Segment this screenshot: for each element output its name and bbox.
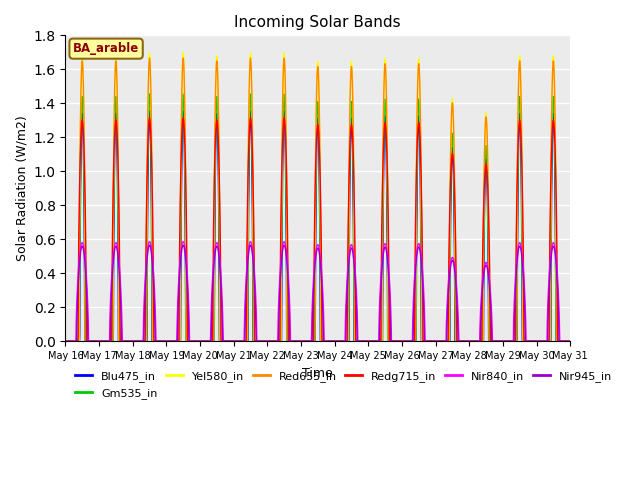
Nir945_in	[367, 338, 374, 344]
Red655_in	[203, 338, 211, 344]
Nir840_in	[146, 239, 154, 245]
Nir945_in	[376, 328, 383, 334]
Nir945_in	[203, 338, 211, 344]
Nir945_in	[170, 338, 177, 344]
Red655_in	[170, 338, 177, 344]
Nir840_in	[376, 302, 383, 308]
Gm535_in	[367, 338, 374, 344]
Nir945_in	[566, 338, 573, 344]
Line: Yel580_in: Yel580_in	[65, 53, 570, 341]
Line: Gm535_in: Gm535_in	[65, 94, 570, 341]
Red655_in	[566, 338, 573, 344]
Blu475_in	[518, 338, 526, 344]
Redg715_in	[203, 338, 211, 344]
Redg715_in	[367, 338, 374, 344]
Line: Redg715_in: Redg715_in	[65, 118, 570, 341]
Red655_in	[367, 338, 374, 344]
Red655_in	[61, 338, 69, 344]
Legend: Blu475_in, Gm535_in, Yel580_in, Red655_in, Redg715_in, Nir840_in, Nir945_in: Blu475_in, Gm535_in, Yel580_in, Red655_i…	[71, 367, 616, 403]
Gm535_in	[61, 338, 69, 344]
Redg715_in	[170, 338, 177, 344]
Yel580_in	[170, 338, 177, 344]
Line: Blu475_in: Blu475_in	[65, 111, 570, 341]
Nir945_in	[146, 242, 154, 248]
Line: Red655_in: Red655_in	[65, 58, 570, 341]
Redg715_in	[376, 338, 383, 344]
Gm535_in	[566, 338, 573, 344]
Text: BA_arable: BA_arable	[73, 42, 140, 55]
Nir840_in	[367, 338, 374, 344]
Line: Nir840_in: Nir840_in	[65, 242, 570, 341]
Y-axis label: Solar Radiation (W/m2): Solar Radiation (W/m2)	[15, 115, 28, 261]
Yel580_in	[518, 224, 526, 229]
Yel580_in	[203, 338, 211, 344]
Yel580_in	[367, 338, 374, 344]
Nir840_in	[566, 338, 573, 344]
Yel580_in	[566, 338, 573, 344]
Title: Incoming Solar Bands: Incoming Solar Bands	[234, 15, 401, 30]
Gm535_in	[376, 338, 383, 344]
Red655_in	[376, 338, 383, 344]
Yel580_in	[566, 338, 574, 344]
Blu475_in	[61, 338, 69, 344]
Nir840_in	[518, 253, 526, 259]
Nir840_in	[203, 338, 211, 344]
Line: Nir945_in: Nir945_in	[65, 245, 570, 341]
Nir840_in	[61, 338, 69, 344]
Redg715_in	[146, 115, 154, 121]
Blu475_in	[146, 108, 154, 114]
Red655_in	[566, 338, 574, 344]
Nir945_in	[518, 259, 526, 265]
Blu475_in	[566, 338, 573, 344]
Gm535_in	[203, 338, 211, 344]
Yel580_in	[376, 338, 383, 344]
Blu475_in	[170, 338, 177, 344]
Blu475_in	[367, 338, 374, 344]
Redg715_in	[518, 184, 526, 190]
Nir840_in	[170, 338, 177, 344]
Gm535_in	[146, 91, 154, 97]
Redg715_in	[566, 338, 574, 344]
Gm535_in	[170, 338, 177, 344]
X-axis label: Time: Time	[303, 367, 333, 380]
Blu475_in	[376, 338, 383, 344]
Nir840_in	[566, 338, 574, 344]
Nir945_in	[61, 338, 69, 344]
Gm535_in	[566, 338, 574, 344]
Redg715_in	[566, 338, 573, 344]
Blu475_in	[566, 338, 574, 344]
Red655_in	[518, 195, 526, 201]
Yel580_in	[146, 50, 154, 56]
Nir945_in	[566, 338, 574, 344]
Redg715_in	[61, 338, 69, 344]
Red655_in	[146, 55, 154, 61]
Yel580_in	[61, 338, 69, 344]
Blu475_in	[203, 338, 211, 344]
Gm535_in	[518, 282, 526, 288]
